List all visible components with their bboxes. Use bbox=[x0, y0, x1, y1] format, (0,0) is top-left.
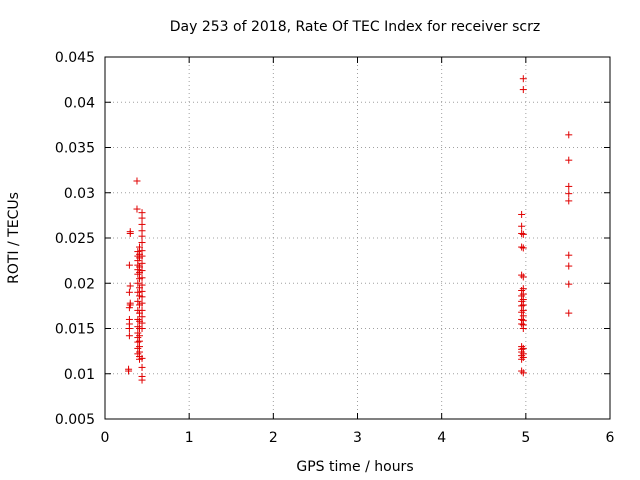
data-point bbox=[138, 299, 146, 307]
y-axis-label: ROTI / TECUs bbox=[6, 192, 22, 284]
data-point bbox=[134, 323, 142, 331]
data-point bbox=[565, 182, 573, 190]
data-point bbox=[126, 282, 134, 290]
x-axis-label: GPS time / hours bbox=[296, 459, 413, 475]
data-point bbox=[518, 308, 526, 316]
x-tick-label: 1 bbox=[185, 430, 194, 446]
data-point bbox=[565, 156, 573, 164]
y-tick-label: 0.045 bbox=[55, 50, 95, 66]
data-point bbox=[138, 252, 146, 260]
data-point bbox=[138, 220, 146, 228]
y-tick-label: 0.02 bbox=[64, 276, 95, 292]
data-point bbox=[134, 297, 142, 305]
data-point bbox=[518, 229, 526, 237]
data-point bbox=[565, 197, 573, 205]
data-point bbox=[138, 267, 146, 275]
data-point bbox=[519, 75, 527, 83]
data-point bbox=[565, 251, 573, 259]
data-point bbox=[518, 222, 526, 230]
data-point bbox=[134, 279, 142, 287]
data-point bbox=[134, 338, 142, 346]
data-point bbox=[518, 355, 526, 363]
data-point bbox=[519, 230, 527, 238]
data-point bbox=[125, 261, 133, 269]
data-point bbox=[126, 228, 134, 236]
x-tick-label: 3 bbox=[353, 430, 362, 446]
data-point bbox=[138, 232, 146, 240]
data-point bbox=[565, 309, 573, 317]
data-points bbox=[125, 75, 573, 384]
data-point bbox=[138, 354, 146, 362]
data-point bbox=[138, 281, 146, 289]
data-point bbox=[565, 280, 573, 288]
data-point bbox=[125, 332, 133, 340]
y-tick-label: 0.03 bbox=[64, 186, 95, 202]
data-point bbox=[138, 376, 146, 384]
data-point bbox=[518, 210, 526, 218]
data-point bbox=[138, 259, 146, 267]
x-tick-label: 0 bbox=[101, 430, 110, 446]
x-tick-label: 2 bbox=[269, 430, 278, 446]
data-point bbox=[134, 270, 142, 278]
grid bbox=[105, 57, 610, 419]
data-point bbox=[519, 273, 527, 281]
data-point bbox=[518, 302, 526, 310]
data-point bbox=[565, 190, 573, 198]
data-point bbox=[136, 243, 144, 251]
data-point bbox=[138, 274, 146, 282]
data-point bbox=[138, 363, 146, 371]
data-point bbox=[125, 315, 133, 323]
y-tick-labels: 0.005 0.01 0.015 0.02 0.025 0.03 0.035 0.04 0.04… bbox=[55, 50, 95, 428]
y-tick-label: 0.025 bbox=[55, 231, 95, 247]
data-point bbox=[138, 214, 146, 222]
data-point bbox=[519, 353, 527, 361]
data-point bbox=[126, 299, 134, 307]
chart-title: Day 253 of 2018, Rate Of TEC Index for r… bbox=[170, 19, 540, 35]
data-point bbox=[134, 315, 142, 323]
data-point bbox=[565, 131, 573, 139]
data-point bbox=[138, 306, 146, 314]
data-point bbox=[133, 177, 141, 185]
data-point bbox=[518, 243, 526, 251]
data-point bbox=[125, 367, 133, 375]
y-tick-label: 0.005 bbox=[55, 412, 95, 428]
x-tick-labels: 0 1 2 3 4 5 6 bbox=[101, 430, 615, 446]
data-point bbox=[518, 320, 526, 328]
data-point bbox=[518, 367, 526, 375]
data-point bbox=[519, 325, 527, 332]
data-point bbox=[138, 239, 146, 247]
y-tick-label: 0.015 bbox=[55, 322, 95, 338]
y-tick-label: 0.01 bbox=[64, 367, 95, 383]
data-point bbox=[133, 205, 141, 213]
data-point bbox=[519, 369, 527, 377]
data-point bbox=[138, 313, 146, 321]
data-point bbox=[125, 288, 133, 296]
y-tick-label: 0.035 bbox=[55, 141, 95, 157]
data-point bbox=[519, 86, 527, 94]
data-point bbox=[134, 288, 142, 296]
data-point bbox=[565, 262, 573, 270]
data-point bbox=[138, 293, 146, 301]
y-tick-label: 0.04 bbox=[64, 95, 95, 111]
data-point bbox=[519, 244, 527, 252]
axis-ticks bbox=[104, 56, 611, 420]
data-point bbox=[518, 271, 526, 279]
data-point bbox=[138, 325, 146, 332]
x-tick-label: 4 bbox=[437, 430, 446, 446]
x-tick-label: 5 bbox=[521, 430, 530, 446]
x-tick-label: 6 bbox=[606, 430, 615, 446]
